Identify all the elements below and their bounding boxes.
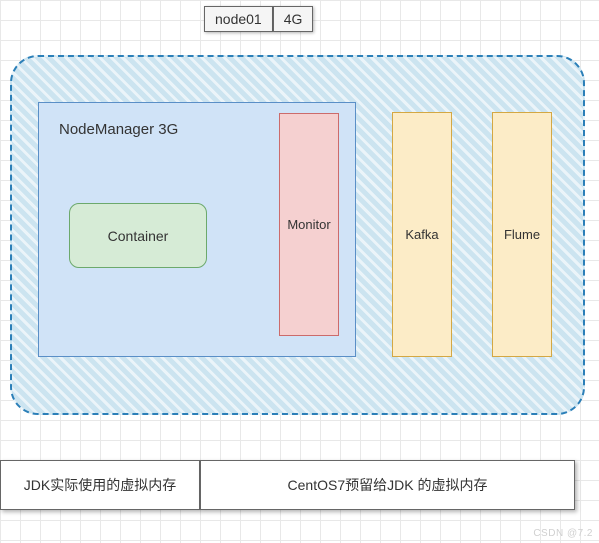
mem-label: 4G bbox=[273, 6, 314, 32]
top-label-group: node01 4G bbox=[204, 6, 313, 32]
jdk-used-vm-box: JDK实际使用的虚拟内存 bbox=[0, 460, 200, 510]
node-manager-box: NodeManager 3G Container Monitor bbox=[38, 102, 356, 357]
node-manager-label: NodeManager 3G bbox=[59, 121, 178, 138]
node-label: node01 bbox=[204, 6, 273, 32]
kafka-box: Kafka bbox=[392, 112, 452, 357]
monitor-box: Monitor bbox=[279, 113, 339, 336]
centos-reserved-vm-box: CentOS7预留给JDK 的虚拟内存 bbox=[200, 460, 575, 510]
bottom-row: JDK实际使用的虚拟内存 CentOS7预留给JDK 的虚拟内存 bbox=[0, 460, 575, 510]
flume-box: Flume bbox=[492, 112, 552, 357]
watermark: CSDN @7.2 bbox=[533, 528, 593, 539]
main-container: NodeManager 3G Container Monitor Kafka F… bbox=[10, 55, 585, 415]
container-box: Container bbox=[69, 203, 207, 268]
